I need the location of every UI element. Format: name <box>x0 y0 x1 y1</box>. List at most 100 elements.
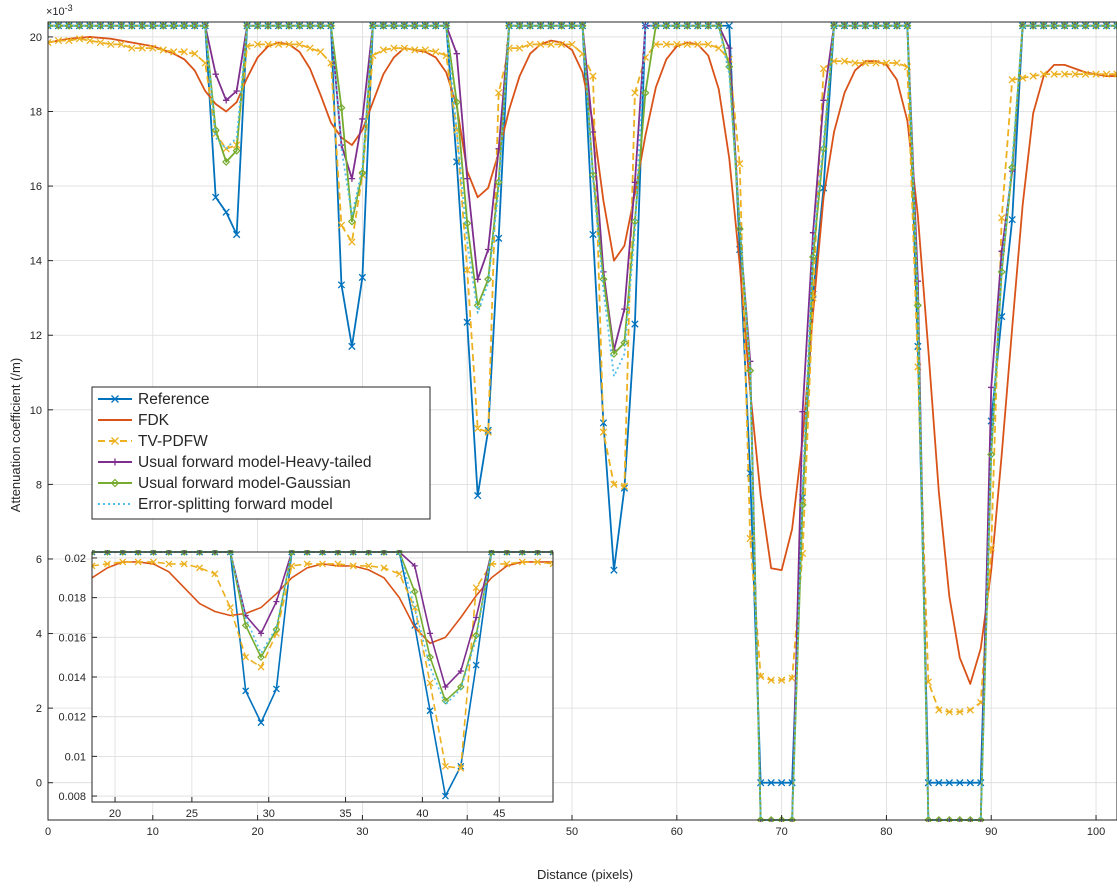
y-exponent-base: ×10 <box>46 6 65 18</box>
y-tick-label: 0 <box>36 778 42 790</box>
series-point <box>92 550 96 556</box>
series-point <box>92 562 96 570</box>
series-point <box>287 550 296 556</box>
series-point <box>557 40 566 49</box>
series-point <box>257 663 265 671</box>
y-tick-label: 14 <box>30 256 42 268</box>
series-point <box>441 696 450 705</box>
series-point <box>379 21 388 30</box>
series-point <box>427 630 434 637</box>
x-tick-label: 40 <box>416 808 428 820</box>
series-point <box>257 719 265 727</box>
series-point <box>913 301 922 310</box>
series-point <box>725 62 734 71</box>
series-point <box>620 482 629 490</box>
series-point <box>452 98 461 107</box>
series-point <box>924 815 933 822</box>
series-point <box>861 59 870 67</box>
series-point <box>431 21 440 30</box>
series-point <box>518 550 527 556</box>
x-axis-label: Distance (pixels) <box>537 867 633 882</box>
series-point <box>1029 21 1038 30</box>
y-tick-label: 2 <box>36 703 42 715</box>
series-point <box>1113 70 1117 78</box>
series-point <box>170 48 178 56</box>
series-point <box>326 21 336 30</box>
series-point <box>134 550 142 556</box>
series-point <box>494 89 503 97</box>
series-point <box>180 560 188 568</box>
x-tick-label: 50 <box>566 826 578 838</box>
series-tv-pdfw <box>92 558 553 772</box>
series-point <box>348 342 356 351</box>
series-point <box>463 318 471 326</box>
series-point <box>253 21 262 30</box>
legend-label: Reference <box>138 391 210 408</box>
series-point <box>683 21 692 30</box>
series-point <box>966 815 975 822</box>
series-point <box>1102 70 1111 78</box>
series-point <box>714 21 723 30</box>
legend-label: Usual forward model-Heavy-tailed <box>138 454 371 471</box>
series-point <box>746 534 754 543</box>
series-point <box>106 21 115 30</box>
series-point <box>232 146 241 155</box>
series-point <box>840 21 849 30</box>
series-point <box>150 558 157 566</box>
series-point <box>379 46 388 54</box>
series-point <box>599 428 608 436</box>
series-point <box>487 550 496 556</box>
series-point <box>364 550 373 556</box>
series-point <box>820 97 827 104</box>
series-point <box>103 560 111 568</box>
series-point <box>195 550 204 556</box>
series-fdk <box>48 36 1117 685</box>
series-point <box>1050 70 1058 78</box>
main-axes: 0 10 20 30 40 50 60 70 80 90 100 02468101214161820… <box>8 3 1117 882</box>
series-point <box>242 653 250 661</box>
series-point <box>672 21 681 30</box>
series-point <box>285 21 294 30</box>
series-point <box>474 276 481 283</box>
series-point <box>829 21 839 30</box>
series-point <box>48 22 52 30</box>
series-point <box>777 815 786 822</box>
series-point <box>998 214 1006 222</box>
series-point <box>988 384 995 391</box>
series-point <box>138 44 146 52</box>
series-point <box>1008 163 1017 172</box>
series-point <box>945 708 953 716</box>
inset-x-ticks: 20 25 30 35 40 45 <box>109 797 505 820</box>
series-point <box>788 815 797 822</box>
series-point <box>358 168 367 178</box>
series-point <box>694 40 702 49</box>
x-tick-label: 70 <box>776 826 788 838</box>
series-point <box>421 46 429 54</box>
legend-swatch-marker <box>111 395 119 403</box>
series-point <box>589 72 597 80</box>
series-point <box>426 679 434 687</box>
series-point <box>127 21 136 30</box>
series-point <box>272 685 280 693</box>
series-point <box>1081 21 1090 30</box>
y-tick-label: 10 <box>30 405 42 417</box>
series-point <box>767 815 776 822</box>
series-point <box>1008 215 1016 224</box>
series-point <box>588 170 598 179</box>
series-line <box>48 36 1117 685</box>
series-point <box>264 21 273 30</box>
series-point <box>96 38 105 47</box>
series-point <box>117 21 126 30</box>
series-point <box>65 36 73 45</box>
series-point <box>777 779 786 787</box>
series-point <box>693 21 702 30</box>
series-point <box>526 21 535 30</box>
series-point <box>441 792 449 800</box>
series-point <box>799 408 806 415</box>
series-point <box>96 21 105 30</box>
series-point <box>767 779 775 787</box>
series-point <box>955 815 964 822</box>
series-point <box>494 234 503 242</box>
legend-item: Usual forward model-Heavy-tailed <box>98 454 371 471</box>
